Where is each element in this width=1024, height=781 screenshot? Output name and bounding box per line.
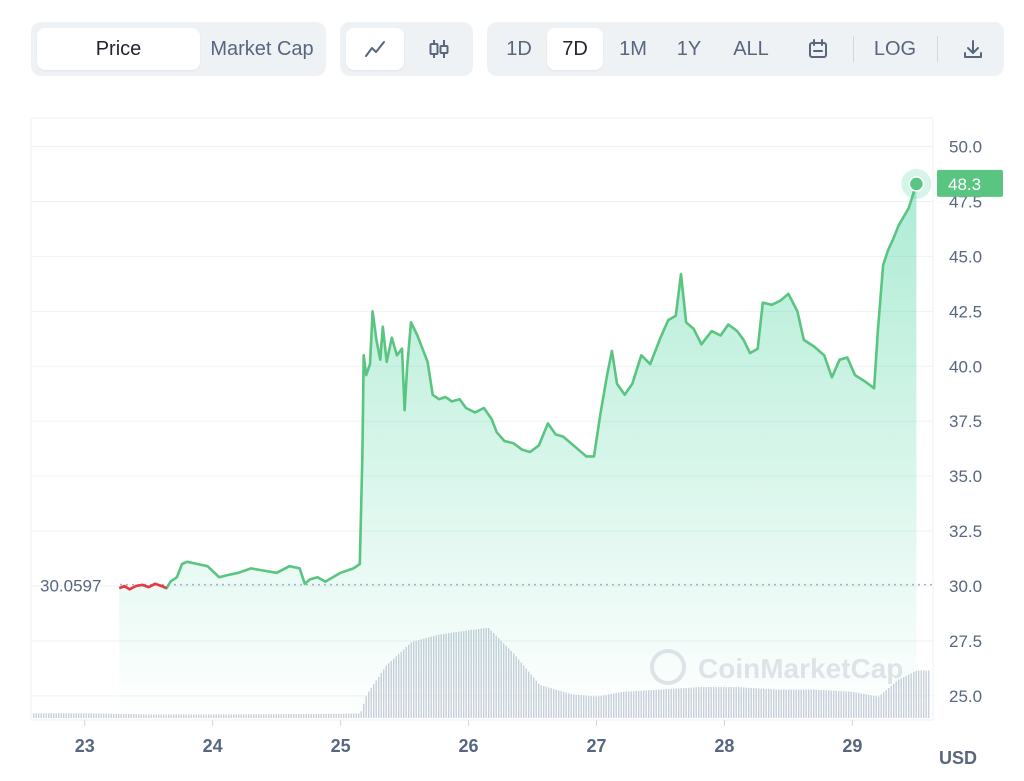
range-selector: 1D 7D 1M 1Y ALL LOG bbox=[487, 22, 1004, 76]
volume-bar bbox=[105, 713, 107, 718]
volume-bar bbox=[60, 713, 62, 718]
volume-bar bbox=[55, 713, 57, 718]
x-tick-label: 23 bbox=[75, 736, 95, 756]
candlestick-icon bbox=[429, 40, 449, 58]
volume-bar bbox=[80, 713, 82, 718]
y-tick-label: 32.5 bbox=[949, 522, 982, 541]
volume-bar bbox=[923, 670, 925, 718]
volume-bar bbox=[48, 713, 50, 718]
volume-bar bbox=[108, 713, 110, 718]
volume-bar bbox=[45, 713, 47, 718]
volume-bar bbox=[68, 713, 70, 718]
volume-bar bbox=[113, 713, 115, 718]
price-line-below-start bbox=[118, 582, 168, 591]
range-all[interactable]: ALL bbox=[733, 37, 769, 60]
range-1d[interactable]: 1D bbox=[506, 37, 532, 60]
volume-bar bbox=[38, 713, 40, 718]
y-tick-label: 37.5 bbox=[949, 412, 982, 431]
toolbar-divider bbox=[853, 36, 854, 62]
volume-bar bbox=[118, 713, 120, 718]
x-tick-label: 28 bbox=[714, 736, 734, 756]
range-1m[interactable]: 1M bbox=[619, 37, 647, 60]
volume-bar bbox=[918, 670, 920, 718]
currency-label: USD bbox=[939, 748, 977, 768]
y-tick-label: 50.0 bbox=[949, 138, 982, 157]
volume-bar bbox=[53, 713, 55, 718]
volume-bar bbox=[75, 713, 77, 718]
current-price-label: 48.3 bbox=[948, 175, 981, 194]
log-scale-button[interactable]: LOG bbox=[873, 37, 917, 60]
volume-bar bbox=[70, 713, 72, 718]
line-chart-button[interactable] bbox=[346, 28, 404, 70]
y-tick-label: 30.0 bbox=[949, 577, 982, 596]
current-price-badge bbox=[937, 169, 1003, 197]
x-tick-label: 29 bbox=[842, 736, 862, 756]
y-axis: 50.0 47.5 45.0 42.5 40.0 37.5 35.0 32.5 30.0 27.5… bbox=[949, 138, 982, 706]
volume-bar bbox=[35, 713, 37, 718]
calendar-button[interactable] bbox=[793, 28, 843, 70]
x-axis: 23 24 25 26 27 28 29 bbox=[75, 720, 862, 756]
start-price-label: 30.0597 bbox=[40, 577, 101, 596]
volume-bar bbox=[90, 713, 92, 718]
volume-bar bbox=[78, 713, 80, 718]
volume-bar bbox=[85, 713, 87, 718]
price-area bbox=[119, 183, 917, 720]
volume-bar bbox=[928, 670, 930, 718]
volume-bar bbox=[98, 713, 100, 718]
volume-bar bbox=[43, 713, 45, 718]
metric-tabs: Price Market Cap bbox=[31, 22, 326, 76]
volume-bar bbox=[115, 713, 117, 718]
volume-bar bbox=[93, 713, 95, 718]
y-tick-label: 27.5 bbox=[949, 632, 982, 651]
range-1y[interactable]: 1Y bbox=[676, 37, 702, 60]
watermark-text: CoinMarketCap bbox=[698, 653, 903, 684]
watermark: CoinMarketCap bbox=[650, 649, 903, 685]
x-tick-label: 27 bbox=[586, 736, 606, 756]
volume-bar bbox=[63, 713, 65, 718]
tab-price[interactable]: Price bbox=[37, 28, 200, 70]
range-7d[interactable]: 7D bbox=[547, 28, 603, 70]
current-price-dot bbox=[908, 176, 925, 192]
x-tick-label: 25 bbox=[331, 736, 351, 756]
volume-bar bbox=[40, 713, 42, 718]
price-line bbox=[118, 183, 918, 591]
toolbar-divider bbox=[937, 36, 938, 62]
volume-bar bbox=[73, 713, 75, 718]
line-chart-icon bbox=[365, 41, 385, 57]
chart-type-toggle bbox=[340, 22, 473, 76]
y-tick-label: 47.5 bbox=[949, 192, 982, 211]
download-button[interactable] bbox=[949, 28, 997, 70]
download-icon bbox=[964, 40, 982, 58]
volume-bar bbox=[100, 713, 102, 718]
x-tick-label: 24 bbox=[203, 736, 223, 756]
coinmarketcap-logo-icon bbox=[650, 649, 686, 685]
tab-market-cap[interactable]: Market Cap bbox=[210, 37, 314, 60]
y-tick-label: 40.0 bbox=[949, 357, 982, 376]
volume-bar bbox=[58, 713, 60, 718]
y-tick-label: 35.0 bbox=[949, 467, 982, 486]
volume-bar bbox=[83, 713, 85, 718]
volume-bar bbox=[925, 670, 927, 718]
y-tick-label: 45.0 bbox=[949, 247, 982, 266]
volume-bar bbox=[88, 713, 90, 718]
calendar-icon bbox=[809, 39, 827, 58]
volume-bar bbox=[110, 713, 112, 718]
volume-bar bbox=[65, 713, 67, 718]
volume-bar bbox=[95, 713, 97, 718]
volume-bar bbox=[103, 713, 105, 718]
x-tick-label: 26 bbox=[459, 736, 479, 756]
volume-bar bbox=[50, 713, 52, 718]
volume-bar bbox=[33, 713, 35, 718]
y-tick-label: 25.0 bbox=[949, 687, 982, 706]
candlestick-button[interactable] bbox=[410, 28, 468, 70]
y-tick-label: 42.5 bbox=[949, 302, 982, 321]
volume-bar bbox=[920, 670, 922, 718]
